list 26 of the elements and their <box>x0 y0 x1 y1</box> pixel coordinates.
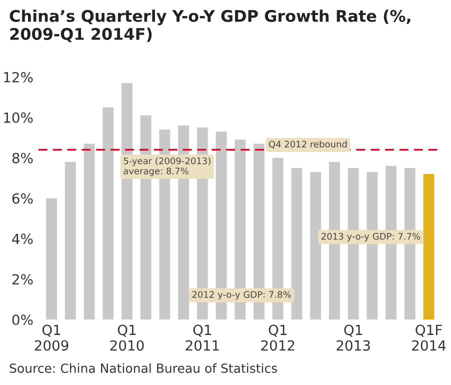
annotation: 5-year (2009-2013) average: 8.7% <box>124 157 210 176</box>
y-tick-label: 4% <box>12 234 33 244</box>
chart-title: China’s Quarterly Y-o-Y GDP Growth Rate (%, 2009-Q1 2014F) <box>10 10 410 42</box>
y-tick-label: 0% <box>12 314 33 326</box>
bar <box>46 198 58 320</box>
bar <box>291 168 302 320</box>
y-tick-label: 12% <box>4 72 33 82</box>
x-tick-label: Q1F 2014 <box>412 324 446 351</box>
x-tick-label: Q1 2009 <box>34 324 68 351</box>
bar <box>423 174 434 320</box>
y-tick-label: 2% <box>12 274 33 285</box>
annotation: 2013 y-o-y GDP: 7.7% <box>322 232 420 242</box>
y-tick-label: 10% <box>4 112 33 123</box>
annotation: 2012 y-o-y GDP: 7.8% <box>192 291 291 300</box>
x-tick-label: Q1 2012 <box>261 324 294 351</box>
bar <box>84 144 95 320</box>
annotation: Q4 2012 rebound <box>268 140 347 149</box>
source-note: Source: China National Bureau of Statistics <box>10 363 278 373</box>
y-tick-label: 6% <box>12 193 33 204</box>
x-tick-label: Q1 2010 <box>110 324 144 351</box>
bar <box>102 107 114 320</box>
x-tick-label: Q1 2013 <box>336 324 370 351</box>
y-tick-label: 8% <box>12 152 33 164</box>
bar <box>310 172 322 320</box>
bar <box>64 162 76 320</box>
x-tick-label: Q1 2011 <box>186 324 219 351</box>
